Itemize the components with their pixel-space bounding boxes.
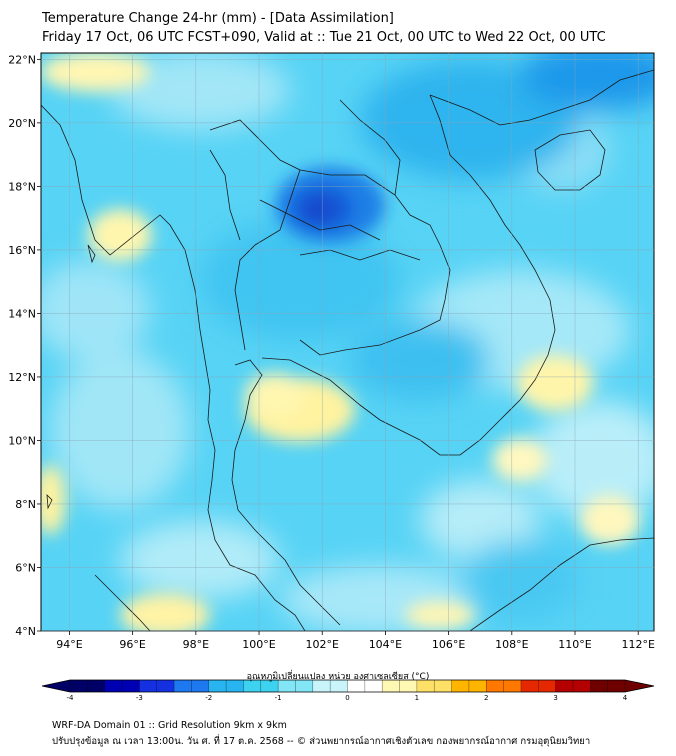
map-subtitle: Friday 17 Oct, 06 UTC FCST+090, Valid at…	[42, 30, 606, 45]
lon-tick-label: 108°E	[495, 638, 528, 651]
lat-tick-label: 18°N	[8, 180, 36, 193]
model-info: WRF-DA Domain 01 :: Grid Resolution 9km …	[52, 720, 287, 731]
colorbar-tick-label: 0	[345, 694, 349, 700]
colorbar-label: อุณหภูมิเปลี่ยนแปลง หน่วย องศาเซลเซียส (…	[246, 672, 430, 682]
lat-tick-label: 12°N	[8, 371, 36, 384]
lat-tick-label: 14°N	[8, 307, 36, 320]
coastlines	[41, 69, 654, 631]
longitude-axis: 94°E 96°E 98°E 100°E 102°E 104°E 106°E 108°E 110…	[56, 631, 655, 651]
map-figure: 22°N 20°N 18°N 16°N 14°N 12°N 10°N 8°N 6°N 4°N 94…	[8, 52, 655, 700]
lat-tick-label: 10°N	[8, 434, 36, 447]
lon-tick-label: 96°E	[119, 638, 145, 651]
lat-tick-label: 20°N	[8, 117, 36, 130]
lon-tick-label: 104°E	[369, 638, 402, 651]
map-title: Temperature Change 24-hr (mm) - [Data As…	[42, 11, 394, 26]
lat-tick-label: 16°N	[8, 244, 36, 257]
colorbar-tick-label: -1	[275, 694, 282, 700]
colorbar-tick-label: 2	[484, 694, 488, 700]
lat-tick-label: 6°N	[15, 561, 36, 574]
colorbar-tick-label: 3	[553, 694, 557, 700]
colorbar: -4 -3 -2 -1 0 1 2 3 4	[41, 679, 655, 700]
update-info: ปรับปรุงข้อมูล ณ เวลา 13:00น. วัน ศ. ที่…	[52, 736, 591, 747]
colorbar-low-arrow	[42, 680, 70, 692]
colorbar-tick-label: -4	[67, 694, 75, 700]
colorbar-tick-label: 4	[623, 694, 628, 700]
colorbar-ticks: -4 -3 -2 -1 0 1 2 3 4	[67, 680, 628, 700]
lat-tick-label: 4°N	[15, 625, 36, 638]
lon-tick-label: 94°E	[56, 638, 82, 651]
lon-tick-label: 112°E	[621, 638, 654, 651]
lon-tick-label: 100°E	[242, 638, 275, 651]
temperature-field	[41, 53, 654, 631]
graticule	[41, 53, 654, 632]
colorbar-tick-label: -3	[136, 694, 143, 700]
lon-tick-label: 102°E	[305, 638, 338, 651]
latitude-axis: 22°N 20°N 18°N 16°N 14°N 12°N 10°N 8°N 6°N 4°N	[8, 53, 41, 638]
lon-tick-label: 106°E	[432, 638, 465, 651]
lon-tick-label: 98°E	[183, 638, 209, 651]
colorbar-tick-label: 1	[415, 694, 419, 700]
colorbar-high-arrow	[625, 680, 654, 692]
colorbar-tick-label: -2	[205, 694, 212, 700]
lat-tick-label: 8°N	[15, 498, 36, 511]
lon-tick-label: 110°E	[558, 638, 591, 651]
lat-tick-label: 22°N	[8, 53, 36, 66]
